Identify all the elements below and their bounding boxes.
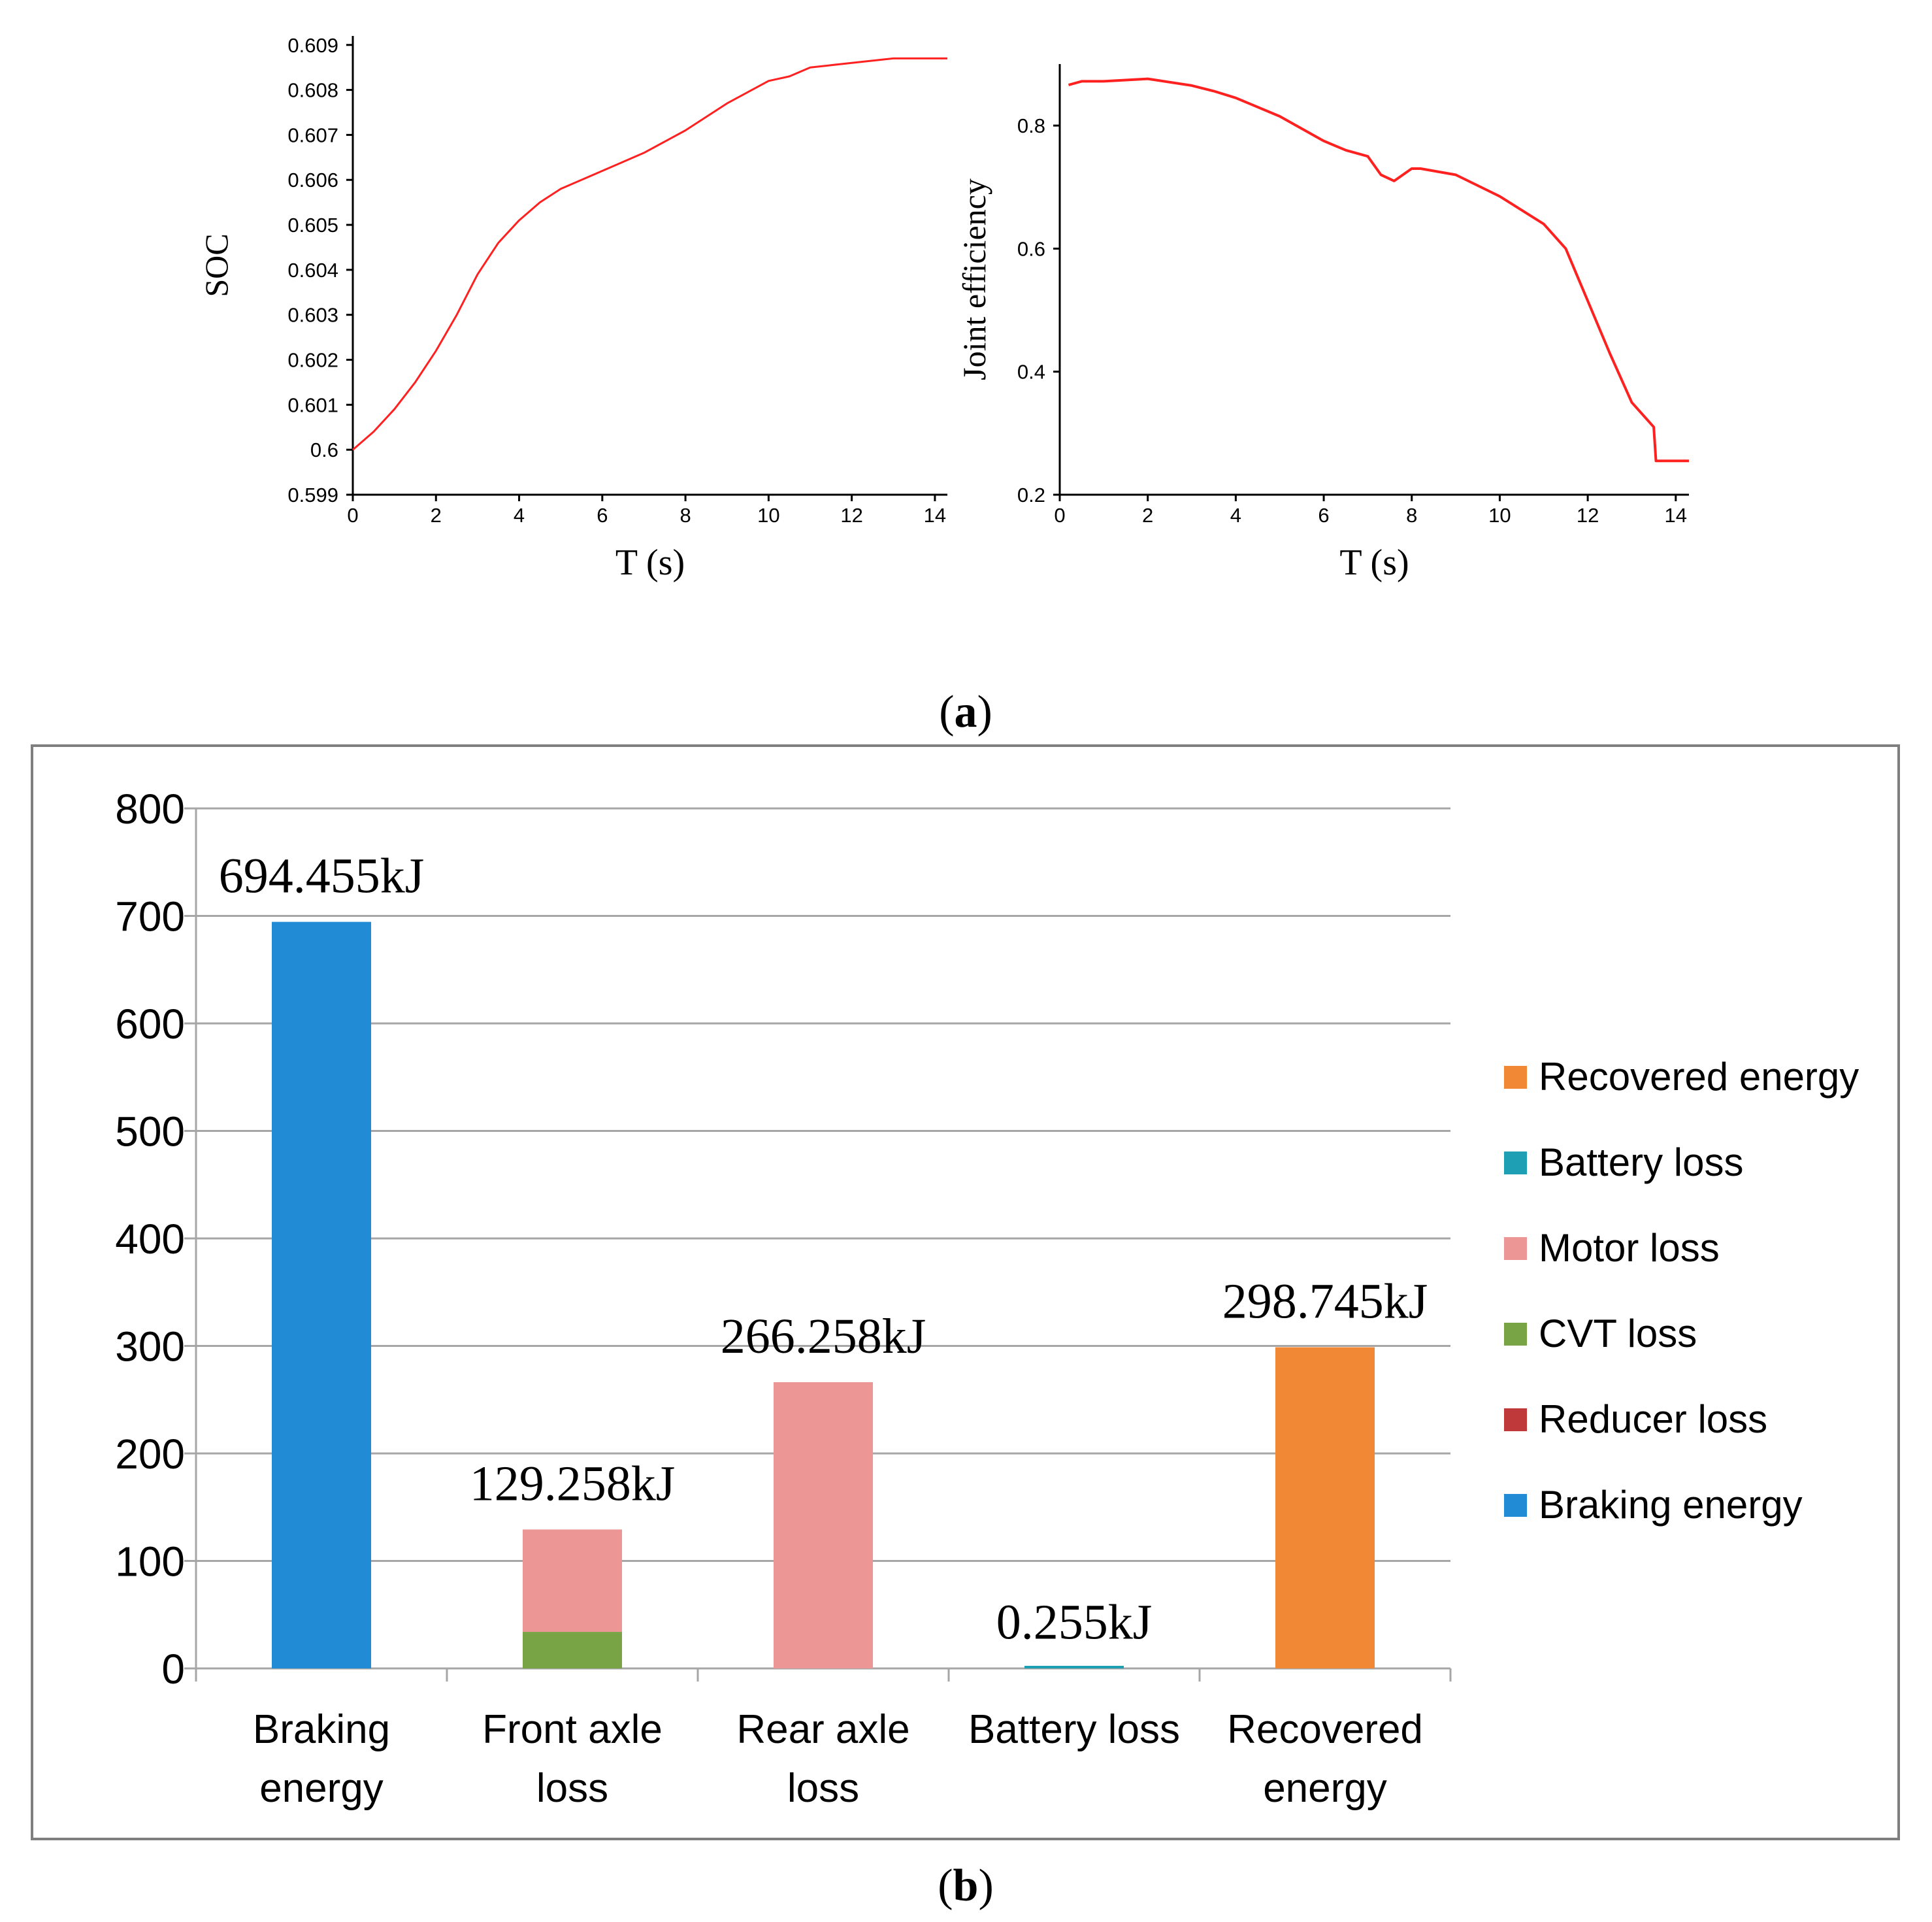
legend-label: Reducer loss	[1539, 1397, 1767, 1441]
bar-segment	[1275, 1347, 1375, 1668]
x-tick-label: 2	[1142, 504, 1153, 527]
legend-swatch	[1504, 1237, 1527, 1260]
series-line	[1068, 77, 1689, 463]
x-category-label: Front axle loss	[482, 1707, 663, 1811]
legend-label: Braking energy	[1539, 1483, 1803, 1527]
legend-swatch	[1504, 1323, 1527, 1346]
y-tick-label: 0.605	[287, 214, 338, 237]
y-tick-label: 0.599	[287, 484, 338, 506]
series-line	[352, 57, 947, 451]
x-tick-label: 14	[1665, 504, 1687, 527]
x-tick-label: 12	[1577, 504, 1599, 527]
y-tick-label: 600	[115, 1001, 185, 1048]
data-label: 266.258kJ	[721, 1309, 926, 1364]
x-category-label: Battery loss	[968, 1707, 1180, 1752]
x-tick-label: 0	[1054, 504, 1065, 527]
legend-label: Battery loss	[1539, 1140, 1743, 1184]
joint-efficiency-chart: 0.2 0.4 0.6 0.8 0 2 4 6 8 10 12 14 T (s) Joint effici…	[956, 64, 1689, 583]
y-tick-label: 0.608	[287, 79, 338, 102]
y-tick-label: 500	[115, 1108, 185, 1155]
y-tick-label: 0.603	[287, 304, 338, 327]
x-axis-label: T (s)	[1339, 542, 1409, 583]
x-axis-label: T (s)	[615, 542, 685, 583]
soc-chart: 0.599 0.6 0.601 0.602 0.603 0.604 0.605 0.606 0.…	[198, 34, 947, 583]
data-label: 129.258kJ	[470, 1456, 676, 1511]
y-tick-label: 0.609	[287, 34, 338, 57]
x-tick-label: 10	[757, 504, 779, 527]
legend-swatch	[1504, 1408, 1527, 1431]
y-tick-label: 0.601	[287, 393, 338, 416]
x-tick-label: 6	[1318, 504, 1329, 527]
x-category-line: Battery loss	[968, 1707, 1180, 1752]
x-tick-label: 6	[597, 504, 608, 527]
x-tick-label: 8	[1406, 504, 1417, 527]
bar-segment	[523, 1529, 622, 1632]
y-tick-label: 700	[115, 893, 185, 940]
y-tick-label: 0.6	[1017, 237, 1045, 260]
y-tick-label: 400	[115, 1216, 185, 1263]
legend-swatch	[1504, 1494, 1527, 1517]
y-tick-label: 800	[115, 786, 185, 833]
x-tick-label: 2	[431, 504, 442, 527]
x-category-line: energy	[259, 1766, 384, 1811]
y-tick-label: 300	[115, 1323, 185, 1370]
y-axis-label: SOC	[198, 233, 235, 297]
legend-label: Recovered energy	[1539, 1055, 1859, 1099]
caption-a: (a)	[939, 687, 992, 737]
y-tick-label: 0.606	[287, 169, 338, 191]
y-tick-label: 0	[161, 1646, 185, 1693]
y-tick-label: 0.8	[1017, 114, 1045, 137]
y-axis-label: Joint efficiency	[956, 178, 992, 380]
y-tick-label: 0.4	[1017, 361, 1045, 384]
x-tick-label: 12	[840, 504, 862, 527]
x-category-line: energy	[1263, 1766, 1387, 1811]
bar-segment	[272, 921, 371, 1668]
x-category-label: Recovered energy	[1227, 1707, 1423, 1811]
data-label: 298.745kJ	[1222, 1274, 1428, 1329]
bar-chart-legend: Recovered energy Battery loss Motor loss CV…	[1504, 1055, 1859, 1527]
legend-swatch	[1504, 1152, 1527, 1174]
y-tick-label: 200	[115, 1431, 185, 1478]
x-tick-label: 4	[1230, 504, 1241, 527]
legend-label: CVT loss	[1539, 1312, 1697, 1355]
x-tick-label: 8	[679, 504, 691, 527]
x-tick-label: 14	[924, 504, 946, 527]
caption-b: (b)	[938, 1861, 994, 1911]
x-category-label: Braking energy	[253, 1707, 390, 1811]
y-tick-label: 0.6	[310, 439, 338, 461]
y-tick-label: 0.604	[287, 259, 338, 282]
x-category-line: Front axle	[482, 1707, 663, 1752]
x-category-line: loss	[536, 1766, 608, 1811]
x-tick-label: 4	[514, 504, 525, 527]
data-label: 694.455kJ	[219, 849, 425, 904]
x-tick-label: 0	[347, 504, 358, 527]
x-category-line: loss	[787, 1766, 859, 1811]
x-tick-label: 10	[1488, 504, 1511, 527]
x-category-line: Recovered	[1227, 1707, 1423, 1752]
energy-bar-chart: 0 100 200 300 400 500 600 700 800 694.455kJ Brakin…	[115, 786, 1452, 1811]
x-category-line: Rear axle	[736, 1707, 909, 1752]
y-tick-label: 100	[115, 1538, 185, 1585]
bar-segment	[523, 1632, 622, 1668]
y-tick-label: 0.607	[287, 124, 338, 146]
data-label: 0.255kJ	[996, 1595, 1153, 1650]
y-tick-label: 0.2	[1017, 484, 1045, 506]
bar-segment	[774, 1382, 873, 1668]
x-category-line: Braking	[253, 1707, 390, 1752]
legend-swatch	[1504, 1066, 1527, 1089]
bar-segment	[1024, 1666, 1124, 1668]
legend-label: Motor loss	[1539, 1226, 1720, 1270]
x-category-label: Rear axle loss	[736, 1707, 909, 1811]
y-tick-label: 0.602	[287, 349, 338, 372]
